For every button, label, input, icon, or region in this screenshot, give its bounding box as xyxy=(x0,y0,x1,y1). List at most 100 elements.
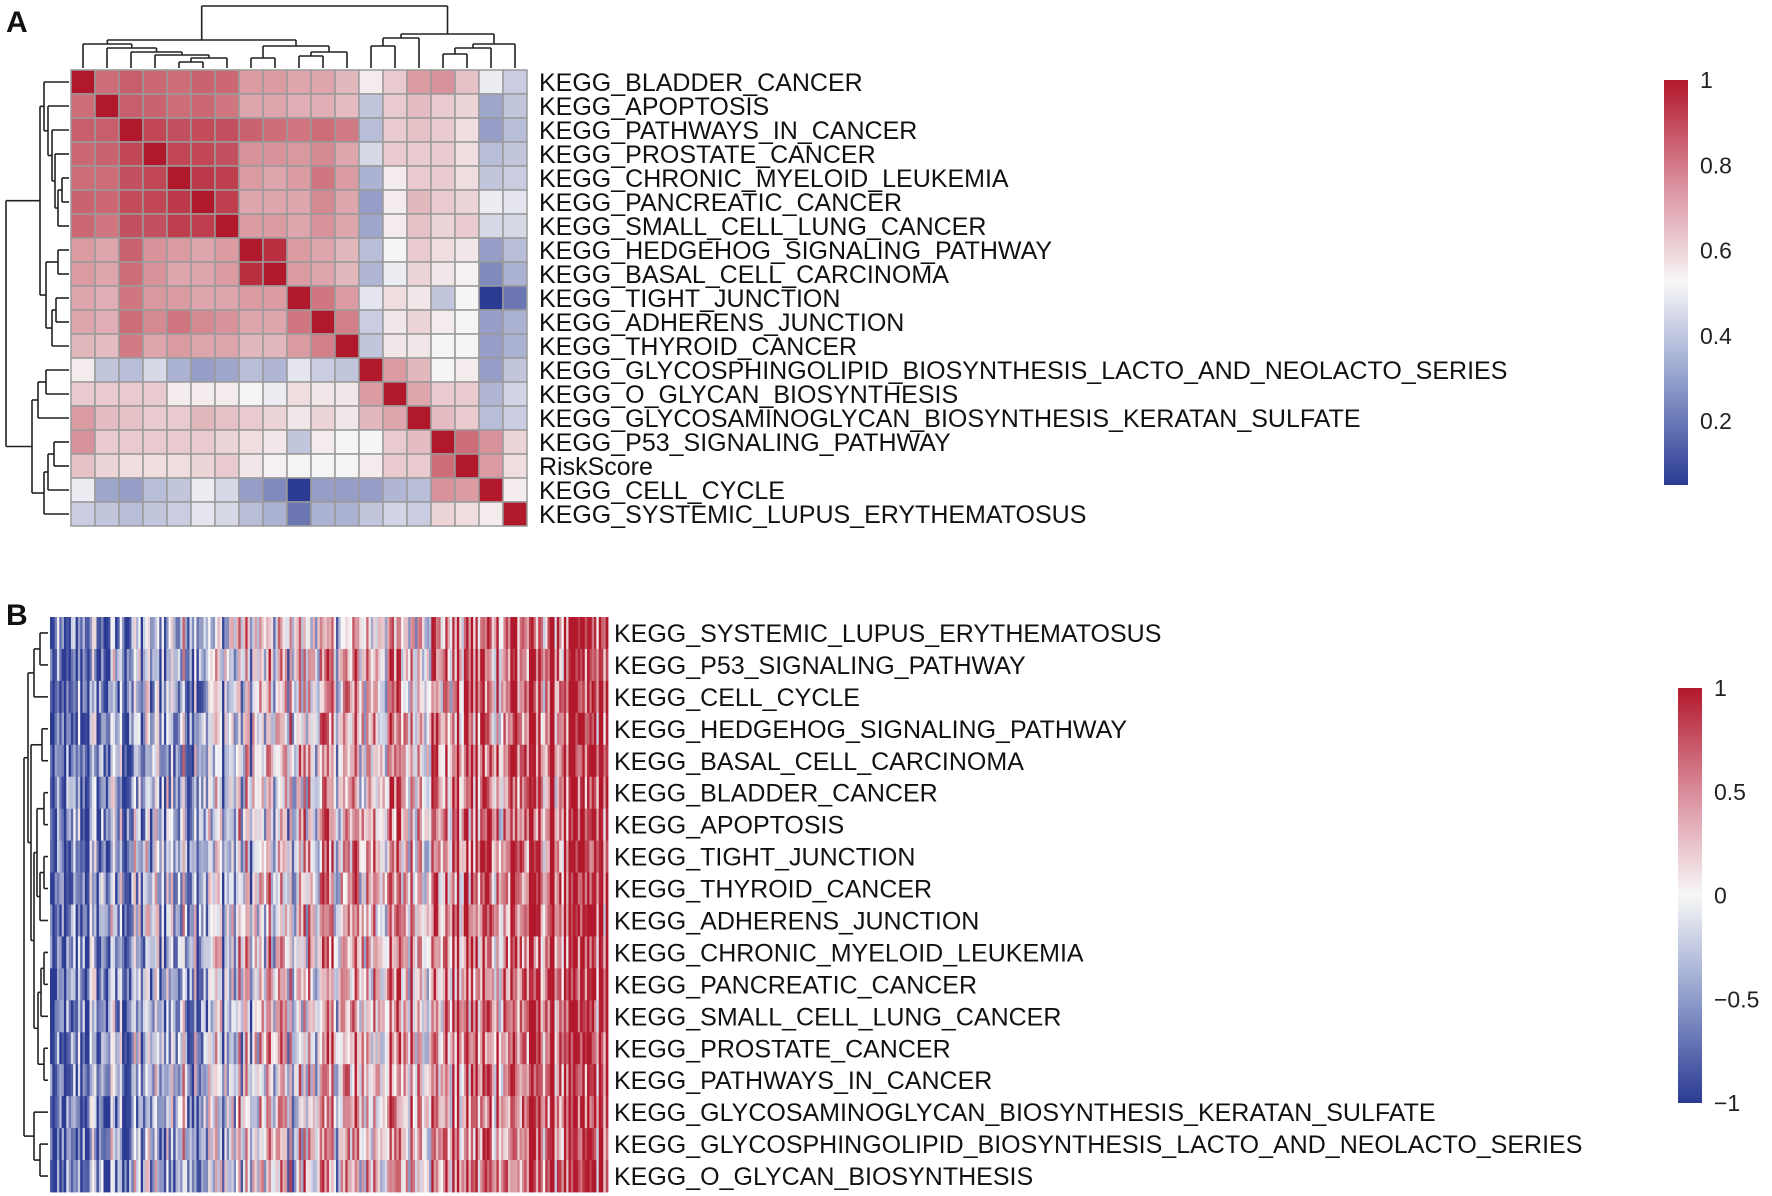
heatmap-cell xyxy=(180,617,183,650)
heatmap-cell xyxy=(426,872,430,905)
heatmap-cell xyxy=(347,712,351,746)
heatmap-cell xyxy=(149,617,153,650)
heatmap-cell xyxy=(61,808,65,842)
heatmap-cell xyxy=(503,968,507,1001)
heatmap-cell xyxy=(373,936,376,969)
heatmap-cell xyxy=(222,808,225,842)
heatmap-cell xyxy=(187,712,190,746)
heatmap-cell xyxy=(270,648,274,682)
heatmap-cell xyxy=(110,904,114,937)
heatmap-cell xyxy=(568,1096,572,1129)
heatmap-cell xyxy=(270,1160,274,1193)
heatmap-cell xyxy=(591,904,595,937)
heatmap-cell xyxy=(528,776,532,810)
heatmap-cell xyxy=(496,1032,500,1065)
heatmap-cell xyxy=(356,1160,360,1193)
heatmap-cell xyxy=(131,776,135,810)
heatmap-cell xyxy=(298,840,302,873)
heatmap-cell xyxy=(52,840,56,873)
heatmap-cell xyxy=(577,968,581,1001)
heatmap-cell xyxy=(345,840,349,873)
heatmap-cell xyxy=(73,648,76,682)
heatmap-cell xyxy=(477,1064,481,1097)
heatmap-cell xyxy=(368,744,372,778)
heatmap-cell xyxy=(445,936,448,969)
heatmap-cell xyxy=(59,936,63,969)
heatmap-cell xyxy=(238,1064,242,1097)
heatmap-cell xyxy=(308,776,311,810)
heatmap-cell xyxy=(528,648,532,682)
heatmap-cell xyxy=(377,648,381,682)
heatmap-cell xyxy=(210,617,214,650)
heatmap-cell xyxy=(580,1128,583,1161)
heatmap-cell xyxy=(166,1128,169,1161)
heatmap-cell xyxy=(519,648,523,682)
heatmap-cell xyxy=(470,1032,474,1065)
heatmap-cell xyxy=(438,904,442,937)
heatmap-cell xyxy=(184,744,188,778)
heatmap-cell xyxy=(440,1128,444,1161)
heatmap-cell xyxy=(389,617,393,650)
heatmap-cell xyxy=(240,808,244,842)
heatmap-cell xyxy=(275,840,279,873)
heatmap-cell xyxy=(205,776,209,810)
heatmap-cell xyxy=(70,680,74,714)
heatmap-cell xyxy=(361,680,365,714)
heatmap-cell xyxy=(535,617,539,650)
heatmap-cell xyxy=(589,1128,593,1161)
heatmap-cell xyxy=(382,213,408,239)
heatmap-cell xyxy=(419,936,423,969)
heatmap-cell xyxy=(118,501,144,527)
heatmap-cell xyxy=(219,808,223,842)
heatmap-cell xyxy=(352,840,355,873)
heatmap-cell xyxy=(470,1064,474,1097)
heatmap-cell xyxy=(382,333,408,359)
heatmap-cell xyxy=(180,1032,183,1065)
heatmap-cell xyxy=(449,648,453,682)
heatmap-cell xyxy=(180,1096,183,1129)
heatmap-cell xyxy=(70,285,96,311)
heatmap-cell xyxy=(129,617,132,650)
heatmap-cell xyxy=(240,1128,244,1161)
heatmap-cell xyxy=(175,872,179,905)
heatmap-cell xyxy=(359,936,362,969)
heatmap-cell xyxy=(177,617,181,650)
heatmap-cell xyxy=(375,648,379,682)
heatmap-cell xyxy=(475,1160,479,1193)
heatmap-cell xyxy=(163,968,167,1001)
heatmap-cell xyxy=(268,617,272,650)
heatmap-cell xyxy=(459,776,462,810)
heatmap-cell xyxy=(226,936,230,969)
heatmap-cell xyxy=(66,617,70,650)
heatmap-cell xyxy=(501,776,504,810)
heatmap-cell xyxy=(56,744,60,778)
heatmap-cell xyxy=(526,1128,530,1161)
heatmap-cell xyxy=(170,904,174,937)
heatmap-cell xyxy=(273,1032,276,1065)
heatmap-cell xyxy=(262,117,288,143)
heatmap-cell xyxy=(352,936,355,969)
heatmap-cell xyxy=(231,1032,235,1065)
heatmap-cell xyxy=(286,429,312,455)
heatmap-cell xyxy=(487,744,490,778)
heatmap-cell xyxy=(245,808,249,842)
heatmap-cell xyxy=(222,968,225,1001)
heatmap-cell xyxy=(389,680,393,714)
heatmap-cell xyxy=(389,648,393,682)
heatmap-cell xyxy=(50,968,53,1001)
heatmap-cell xyxy=(477,1096,481,1129)
heatmap-cell xyxy=(166,840,169,873)
heatmap-cell xyxy=(496,648,500,682)
heatmap-cell xyxy=(566,648,569,682)
heatmap-cell xyxy=(275,808,279,842)
heatmap-cell xyxy=(389,1128,393,1161)
heatmap-cell xyxy=(382,1160,386,1193)
heatmap-cell xyxy=(489,1064,493,1097)
heatmap-cell xyxy=(110,1128,114,1161)
heatmap-cell xyxy=(403,1064,407,1097)
heatmap-cell xyxy=(489,872,493,905)
heatmap-cell xyxy=(433,840,437,873)
heatmap-cell xyxy=(489,1160,493,1193)
heatmap-cell xyxy=(538,1160,541,1193)
heatmap-cell xyxy=(247,744,251,778)
